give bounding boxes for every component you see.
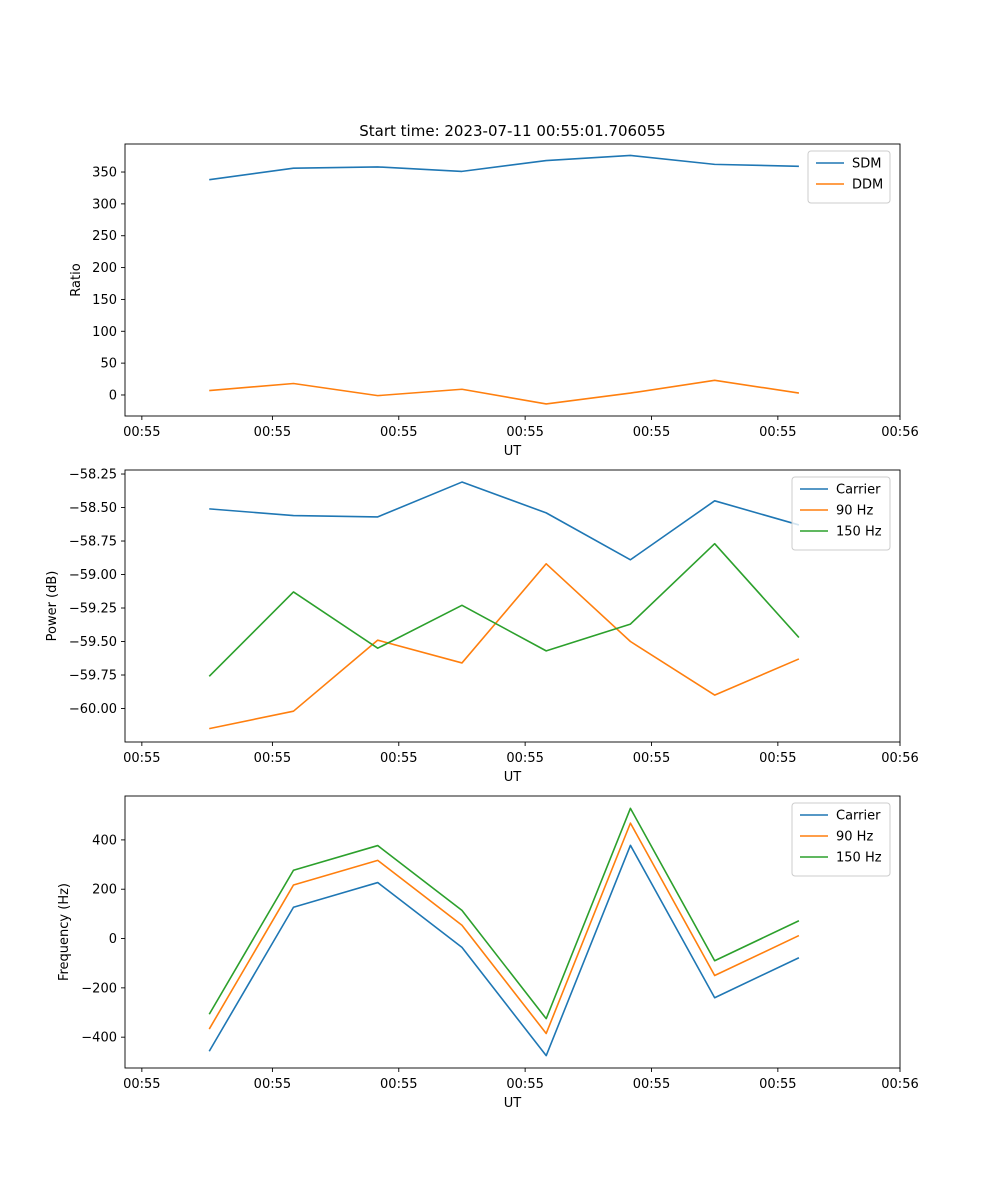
x-tick-label: 00:55 bbox=[380, 1077, 417, 1092]
x-tick-label: 00:55 bbox=[254, 1077, 291, 1092]
x-tick-label: 00:56 bbox=[881, 1077, 918, 1092]
y-tick-label: −59.00 bbox=[69, 568, 117, 583]
x-tick-label: 00:55 bbox=[380, 425, 417, 440]
y-tick-label: −60.00 bbox=[69, 702, 117, 717]
series-line-carrier bbox=[209, 481, 800, 561]
series-line-150-hz bbox=[208, 807, 800, 1020]
legend-label: 150 Hz bbox=[836, 851, 882, 866]
series-line-ddm bbox=[209, 379, 800, 405]
x-axis-label: UT bbox=[504, 770, 522, 785]
y-tick-label: 400 bbox=[92, 833, 117, 848]
legend-label: DDM bbox=[852, 178, 883, 193]
legend-label: Carrier bbox=[836, 809, 881, 824]
x-tick-label: 00:55 bbox=[254, 751, 291, 766]
y-tick-label: −58.25 bbox=[69, 468, 117, 483]
x-tick-label: 00:55 bbox=[633, 1077, 670, 1092]
panel-2: 00:55 00:55 00:55 00:55 00:55 00:55 00:56 UT −60… bbox=[45, 468, 919, 785]
series-line-sdm bbox=[209, 154, 799, 181]
panel-3: 00:55 00:55 00:55 00:55 00:55 00:55 00:56 UT −40… bbox=[57, 795, 919, 1111]
y-tick-label: 350 bbox=[92, 166, 117, 181]
legend-label: 90 Hz bbox=[836, 830, 873, 845]
y-axis-label: Power (dB) bbox=[45, 571, 60, 642]
y-tick-label: 300 bbox=[92, 197, 117, 212]
x-tick-label: 00:56 bbox=[881, 751, 918, 766]
x-tick-label: 00:55 bbox=[123, 751, 160, 766]
x-tick-label: 00:55 bbox=[633, 425, 670, 440]
y-tick-label: 150 bbox=[92, 293, 117, 308]
y-tick-label: 0 bbox=[109, 388, 117, 403]
y-tick-label: 50 bbox=[100, 357, 117, 372]
x-axis-label: UT bbox=[504, 444, 522, 459]
x-tick-label: 00:55 bbox=[633, 751, 670, 766]
y-tick-label: 200 bbox=[92, 883, 117, 898]
chart-title: Start time: 2023-07-11 00:55:01.706055 bbox=[359, 122, 665, 140]
y-tick-label: 200 bbox=[92, 261, 117, 276]
y-tick-label: −59.25 bbox=[69, 602, 117, 617]
x-tick-label: 00:55 bbox=[759, 751, 796, 766]
y-tick-label: −59.75 bbox=[69, 669, 117, 684]
legend-box bbox=[807, 150, 891, 204]
legend: Carrier 90 Hz 150 Hz bbox=[791, 802, 891, 877]
y-axis-label: Ratio bbox=[69, 263, 84, 296]
x-tick-label: 00:55 bbox=[123, 425, 160, 440]
legend-label: 90 Hz bbox=[836, 504, 873, 519]
series-line-150-hz bbox=[208, 542, 800, 677]
y-axis-label: Frequency (Hz) bbox=[57, 883, 72, 981]
legend: Carrier 90 Hz 150 Hz bbox=[791, 476, 891, 551]
y-tick-label: −59.50 bbox=[69, 635, 117, 650]
axes-frame bbox=[124, 143, 901, 417]
y-tick-label: 250 bbox=[92, 229, 117, 244]
x-tick-label: 00:55 bbox=[506, 1077, 543, 1092]
series-line-90-hz bbox=[208, 822, 800, 1035]
axes-frame bbox=[124, 469, 901, 743]
legend-label: Carrier bbox=[836, 483, 881, 498]
x-axis-label: UT bbox=[504, 1096, 522, 1111]
x-tick-label: 00:55 bbox=[759, 425, 796, 440]
legend-label: 150 Hz bbox=[836, 525, 882, 540]
x-tick-label: 00:55 bbox=[380, 751, 417, 766]
x-tick-label: 00:55 bbox=[506, 751, 543, 766]
x-tick-label: 00:55 bbox=[123, 1077, 160, 1092]
y-tick-label: −58.50 bbox=[69, 501, 117, 516]
x-tick-label: 00:55 bbox=[506, 425, 543, 440]
x-tick-label: 00:55 bbox=[254, 425, 291, 440]
y-tick-label: −200 bbox=[81, 981, 117, 996]
y-tick-label: 100 bbox=[92, 325, 117, 340]
legend: SDM DDM bbox=[807, 150, 891, 204]
series-line-carrier bbox=[208, 844, 800, 1057]
y-tick-label: 0 bbox=[109, 932, 117, 947]
y-tick-label: −58.75 bbox=[69, 535, 117, 550]
y-tick-label: −400 bbox=[81, 1031, 117, 1046]
legend-label: SDM bbox=[852, 157, 881, 172]
axes-frame bbox=[124, 795, 901, 1069]
x-tick-label: 00:56 bbox=[881, 425, 918, 440]
x-tick-label: 00:55 bbox=[759, 1077, 796, 1092]
series-line-90-hz bbox=[209, 562, 800, 730]
panel-1: Start time: 2023-07-11 00:55:01.70605500… bbox=[69, 122, 919, 459]
